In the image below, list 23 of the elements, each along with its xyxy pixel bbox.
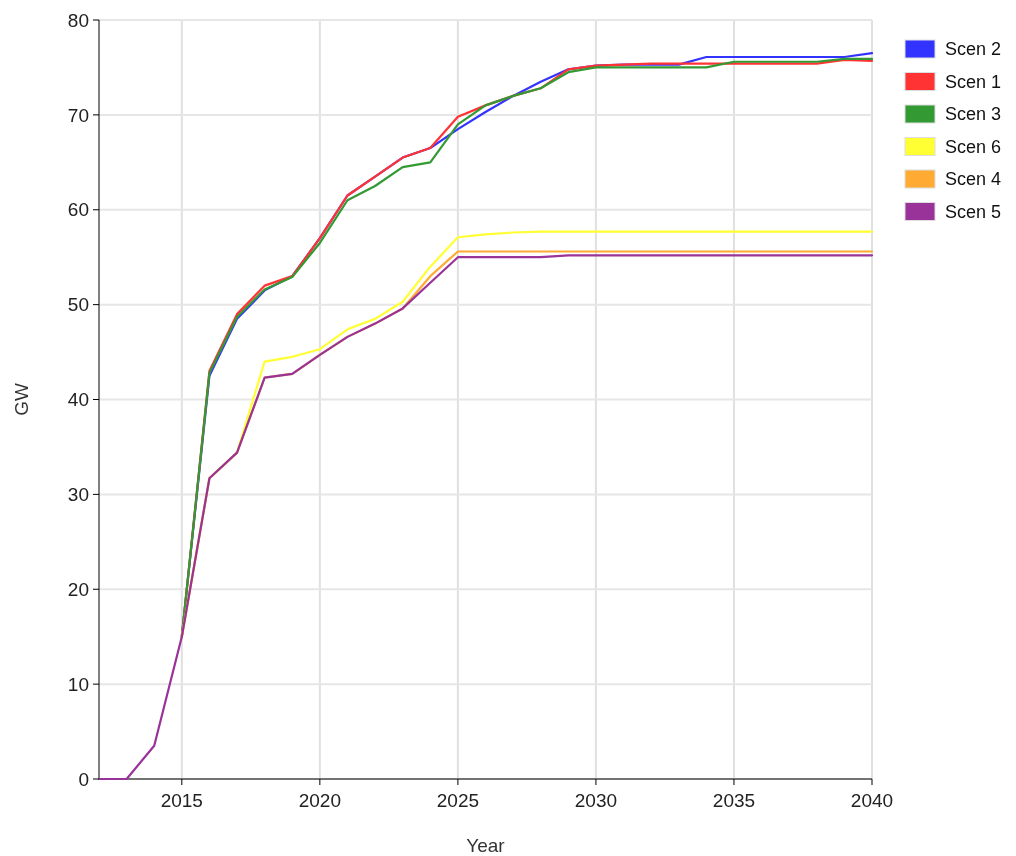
y-tick-label: 30 bbox=[67, 484, 89, 506]
legend-label: Scen 5 bbox=[945, 201, 1002, 222]
x-tick-label: 2015 bbox=[160, 790, 203, 811]
legend-label: Scen 1 bbox=[945, 71, 1002, 92]
legend-label: Scen 3 bbox=[945, 104, 1002, 125]
legend-label: Scen 2 bbox=[945, 39, 1002, 60]
x-tick-label: 2030 bbox=[574, 790, 618, 811]
y-tick-label: 40 bbox=[67, 389, 89, 411]
y-axis-title: GW bbox=[11, 383, 32, 416]
x-axis-title: Year bbox=[466, 835, 506, 856]
y-tick-label: 10 bbox=[67, 673, 89, 695]
x-tick-label: 2025 bbox=[436, 790, 480, 811]
legend-label: Scen 6 bbox=[945, 136, 1002, 157]
legend-label: Scen 4 bbox=[945, 169, 1002, 190]
y-tick-label: 0 bbox=[78, 768, 89, 790]
y-tick-label: 20 bbox=[67, 578, 89, 600]
y-tick-label: 60 bbox=[67, 199, 89, 221]
y-tick-label: 80 bbox=[67, 9, 89, 31]
x-tick-label: 2035 bbox=[712, 790, 756, 811]
y-tick-label: 70 bbox=[67, 104, 89, 126]
x-tick-label: 2020 bbox=[298, 790, 341, 811]
x-tick-label: 2040 bbox=[850, 790, 894, 811]
y-tick-label: 50 bbox=[67, 294, 89, 316]
